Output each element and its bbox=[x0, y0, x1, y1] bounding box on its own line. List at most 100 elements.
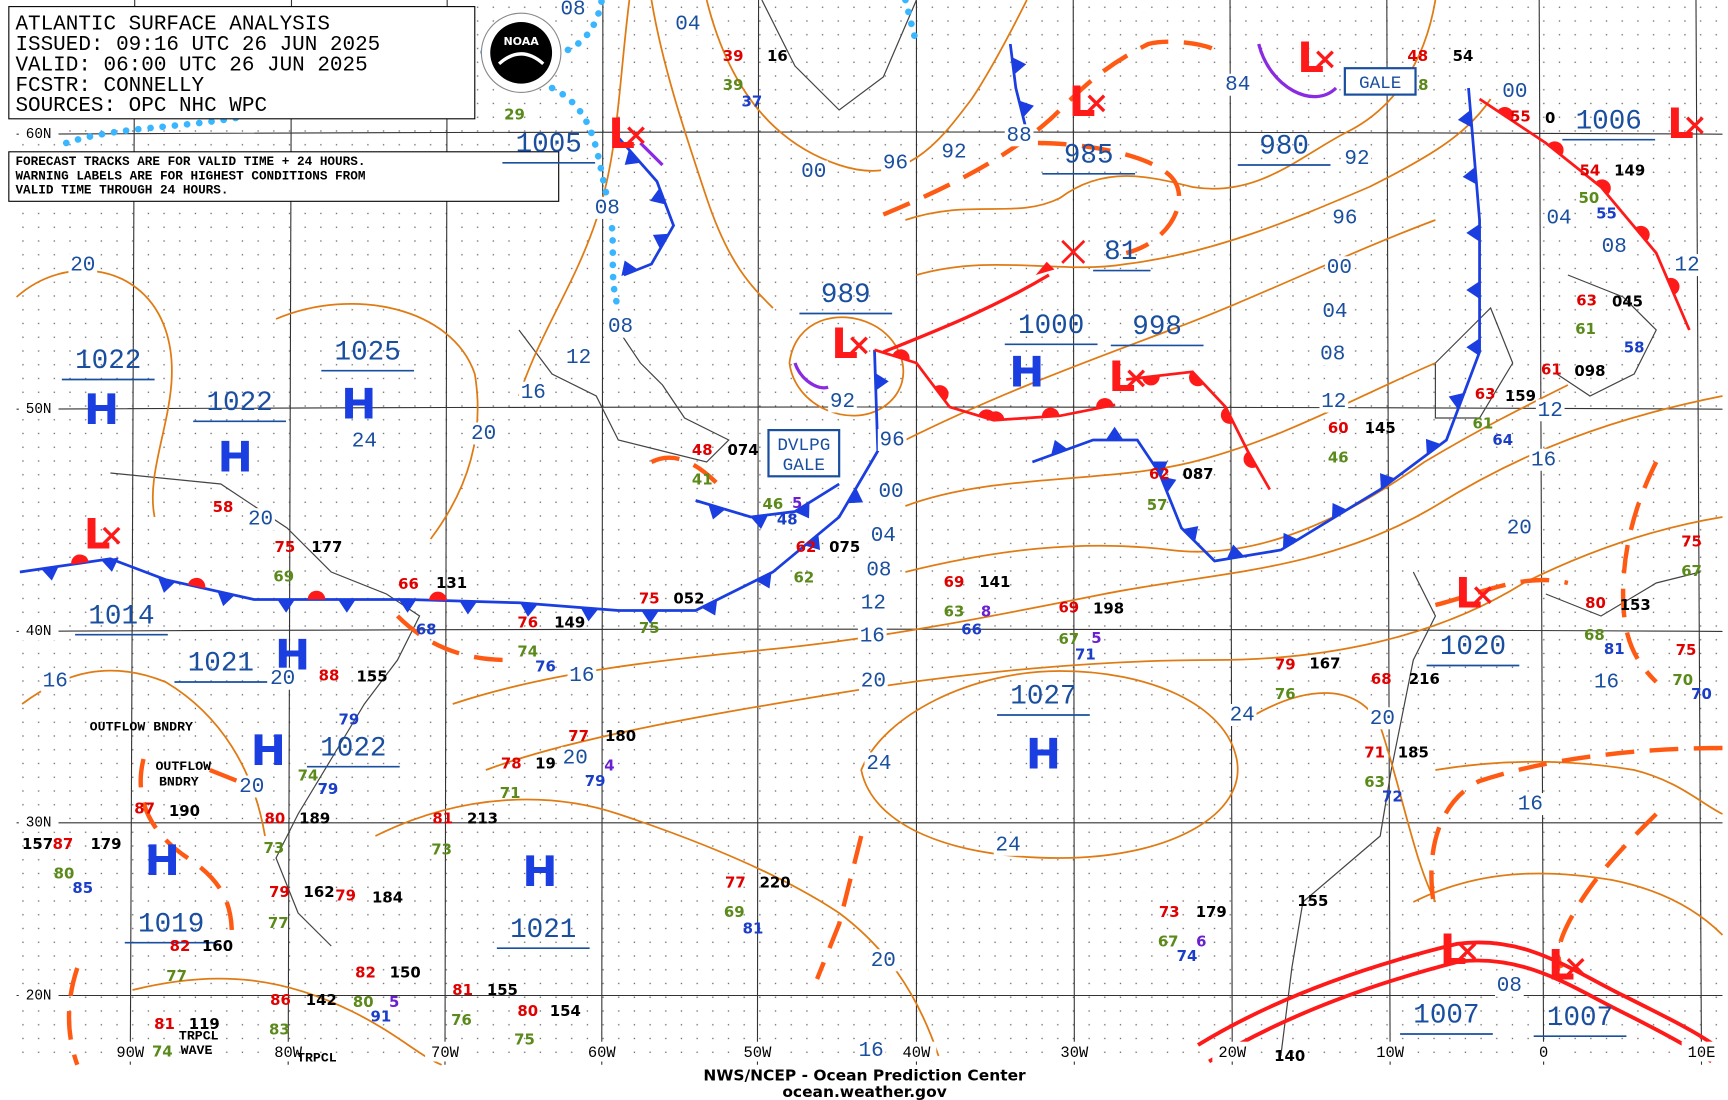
front-symbol bbox=[1182, 526, 1199, 542]
station-value: 160 bbox=[202, 937, 233, 955]
isobar-label: 08 bbox=[608, 316, 633, 339]
isobar-label: 08 bbox=[1320, 344, 1345, 367]
station-value: 39 bbox=[723, 47, 744, 65]
station-value: 180 bbox=[605, 727, 636, 745]
front-symbol bbox=[307, 590, 326, 600]
longitude-label-box bbox=[581, 1041, 622, 1062]
station-value: 29 bbox=[504, 106, 525, 124]
front-symbol bbox=[71, 554, 89, 565]
station-value: 045 bbox=[1612, 293, 1643, 311]
station-value: 67 bbox=[1158, 933, 1179, 951]
isobar-label-bg bbox=[673, 13, 703, 36]
station-value: 61 bbox=[1473, 415, 1494, 433]
station-value: 145 bbox=[1365, 419, 1396, 437]
logo-gull bbox=[497, 52, 545, 66]
isobar-label: 16 bbox=[43, 670, 68, 693]
isobar-label: 20 bbox=[861, 670, 886, 693]
station-value: 81 bbox=[1604, 640, 1625, 658]
forecast-track bbox=[882, 273, 1050, 354]
station-value: 74 bbox=[517, 642, 538, 660]
front-symbol bbox=[701, 599, 718, 616]
latitude-label-box bbox=[18, 814, 59, 832]
pressure-value: 1021 bbox=[188, 649, 254, 680]
station-value: 155 bbox=[1297, 892, 1328, 910]
pressure-value: 989 bbox=[821, 280, 871, 311]
station-value: 54 bbox=[1453, 47, 1474, 65]
isobar-label: 16 bbox=[1518, 794, 1543, 817]
isobar-label-bg bbox=[1535, 399, 1565, 422]
latitude-label: 50N bbox=[26, 402, 52, 418]
isobar-label: 04 bbox=[675, 14, 700, 37]
occluded-front bbox=[793, 362, 829, 390]
front-symbol bbox=[1667, 277, 1680, 295]
stationary-front bbox=[19, 349, 880, 612]
front-symbol bbox=[1331, 503, 1348, 519]
pressure-value: 1020 bbox=[1440, 632, 1506, 663]
forecast-pressure: 81 bbox=[1104, 237, 1137, 268]
longitude-label-box bbox=[268, 1041, 309, 1062]
station-value: 80 bbox=[265, 810, 286, 828]
footer-line: NWS/NCEP - Ocean Prediction Center bbox=[703, 1066, 1026, 1084]
low-x bbox=[627, 126, 645, 145]
station-value: 77 bbox=[568, 727, 589, 745]
station-value: 75 bbox=[514, 1031, 535, 1049]
isobar-label: 08 bbox=[560, 0, 585, 21]
low-x bbox=[1087, 94, 1106, 113]
station-value: 58 bbox=[1624, 339, 1645, 357]
high-symbol: H bbox=[84, 385, 119, 434]
isobar-label-bg bbox=[606, 315, 635, 338]
longitude-label: 20W bbox=[1218, 1044, 1247, 1062]
station-value: 54 bbox=[1580, 162, 1601, 180]
front-symbol bbox=[1189, 371, 1204, 387]
front-symbol bbox=[429, 591, 447, 601]
station-value: 87 bbox=[53, 835, 74, 853]
isobar-label-bg bbox=[567, 664, 597, 687]
troughs bbox=[66, 39, 1723, 1066]
station-value: 69 bbox=[273, 568, 294, 586]
station-value: 16 bbox=[767, 47, 788, 65]
station-value: 0 bbox=[1545, 109, 1555, 127]
station-value: 098 bbox=[1574, 362, 1605, 380]
latitude-label: 30N bbox=[26, 816, 52, 832]
note-line: FORECAST TRACKS ARE FOR VALID TIME + 24 … bbox=[15, 154, 365, 169]
station-value: 140 bbox=[1274, 1047, 1305, 1065]
pressure-value: 1006 bbox=[1576, 106, 1642, 137]
front-symbol bbox=[652, 233, 669, 250]
station-value: 162 bbox=[304, 883, 335, 901]
isobar-label-bg bbox=[828, 390, 857, 413]
pressure-value: 1022 bbox=[75, 346, 141, 377]
annotation: TRPCL bbox=[179, 1029, 219, 1044]
station-value: 074 bbox=[728, 441, 759, 459]
station-value: 190 bbox=[169, 802, 200, 820]
front-symbol bbox=[1466, 224, 1480, 242]
longitude-label: 60W bbox=[588, 1044, 617, 1062]
low-symbol: L bbox=[1667, 99, 1694, 148]
station-value: 71 bbox=[1075, 646, 1096, 664]
latitude-label: 20N bbox=[26, 988, 52, 1004]
header-box bbox=[8, 6, 476, 120]
station-value: 69 bbox=[944, 573, 965, 591]
annotation: BNDRY bbox=[159, 775, 199, 790]
front-symbol bbox=[624, 149, 641, 165]
low-x bbox=[850, 336, 868, 355]
station-value: 75 bbox=[1676, 641, 1697, 659]
station-value: 79 bbox=[269, 883, 290, 901]
isobar-label: 16 bbox=[859, 1040, 884, 1063]
forecast-arrow bbox=[1035, 261, 1055, 275]
station-value: 78 bbox=[501, 755, 522, 773]
station-value: 155 bbox=[487, 981, 518, 999]
isobar-label: 08 bbox=[1497, 975, 1522, 998]
station-value: 75 bbox=[1681, 532, 1702, 550]
isobar-label: 04 bbox=[1322, 301, 1347, 324]
station-value: 67 bbox=[1681, 562, 1702, 580]
front-symbol bbox=[217, 591, 235, 607]
isobar-label-bg bbox=[1544, 206, 1574, 229]
station-value: 213 bbox=[467, 810, 498, 828]
station-value: 79 bbox=[1275, 656, 1296, 674]
front-symbol bbox=[1380, 473, 1396, 489]
station-value: 48 bbox=[1407, 47, 1428, 65]
cold-front bbox=[695, 482, 840, 519]
longitude-label: 50W bbox=[744, 1044, 773, 1062]
note-line: VALID TIME THROUGH 24 HOURS. bbox=[15, 183, 228, 198]
